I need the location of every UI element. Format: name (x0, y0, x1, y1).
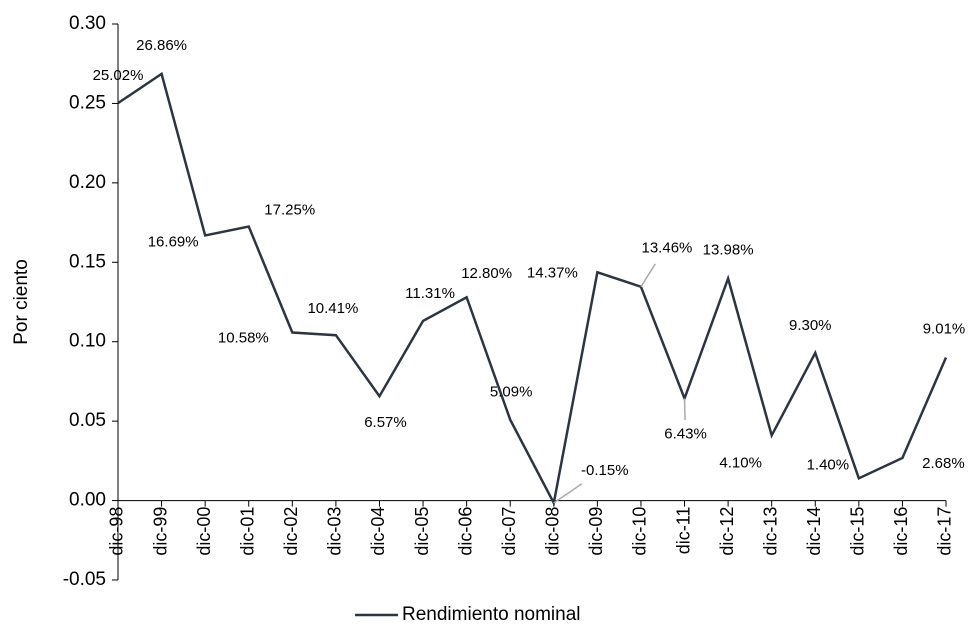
data-label: 6.43% (664, 425, 707, 442)
data-label: 25.02% (93, 67, 144, 84)
y-tick-label: -0.05 (63, 569, 106, 590)
data-label: 9.01% (923, 320, 966, 337)
y-tick-label: 0.30 (69, 13, 106, 34)
x-tick-label: dic-08 (543, 507, 563, 556)
x-tick-label: dic-17 (935, 507, 955, 556)
data-label: 17.25% (264, 202, 315, 219)
y-tick-label: 0.10 (69, 331, 106, 352)
y-tick-label: 0.25 (69, 92, 106, 113)
x-tick-label: dic-99 (150, 507, 170, 556)
data-label: 12.80% (461, 265, 512, 282)
x-tick-label: dic-00 (194, 507, 214, 556)
y-tick-label: 0.20 (69, 172, 106, 193)
x-tick-label: dic-98 (107, 507, 127, 556)
data-label: 6.57% (364, 414, 407, 431)
data-label: 13.46% (642, 240, 693, 257)
x-tick-label: dic-10 (630, 507, 650, 556)
x-tick-label: dic-12 (717, 507, 737, 556)
data-label: -0.15% (581, 462, 629, 479)
x-tick-label: dic-09 (586, 507, 606, 556)
series-line (117, 71, 948, 507)
x-tick-label: dic-16 (891, 507, 911, 556)
data-label: 4.10% (719, 454, 762, 471)
data-label: 26.86% (136, 37, 187, 54)
x-tick-label: dic-06 (455, 507, 475, 556)
data-label: 9.30% (789, 317, 832, 334)
data-label: 10.58% (218, 329, 269, 346)
x-tick-label: dic-01 (237, 507, 257, 556)
y-tick-label: 0.00 (69, 490, 106, 511)
data-label: 13.98% (703, 241, 754, 258)
x-tick-label: dic-14 (804, 507, 824, 556)
data-label: 16.69% (148, 233, 199, 250)
x-tick-label: dic-13 (760, 507, 780, 556)
y-tick-label: 0.05 (69, 410, 106, 431)
x-tick-label: dic-03 (325, 507, 345, 556)
data-label: 2.68% (922, 455, 965, 472)
x-tick-label: dic-05 (412, 507, 432, 556)
data-label: 11.31% (405, 285, 455, 302)
y-axis-label: Por ciento (11, 259, 32, 345)
label-leader (640, 263, 656, 288)
label-leader (683, 398, 686, 421)
x-tick-label: dic-11 (673, 507, 693, 555)
y-tick-label: 0.15 (69, 251, 106, 272)
data-label: 10.41% (307, 300, 358, 317)
data-label: 14.37% (527, 264, 578, 281)
data-label: 1.40% (807, 456, 850, 473)
legend-label: Rendimiento nominal (402, 604, 581, 625)
x-tick-label: dic-02 (281, 507, 301, 556)
label-leader (553, 483, 583, 504)
data-label: 5.09% (490, 384, 533, 401)
x-tick-label: dic-07 (499, 507, 519, 556)
x-tick-label: dic-15 (848, 507, 868, 556)
x-tick-label: dic-04 (368, 507, 388, 556)
